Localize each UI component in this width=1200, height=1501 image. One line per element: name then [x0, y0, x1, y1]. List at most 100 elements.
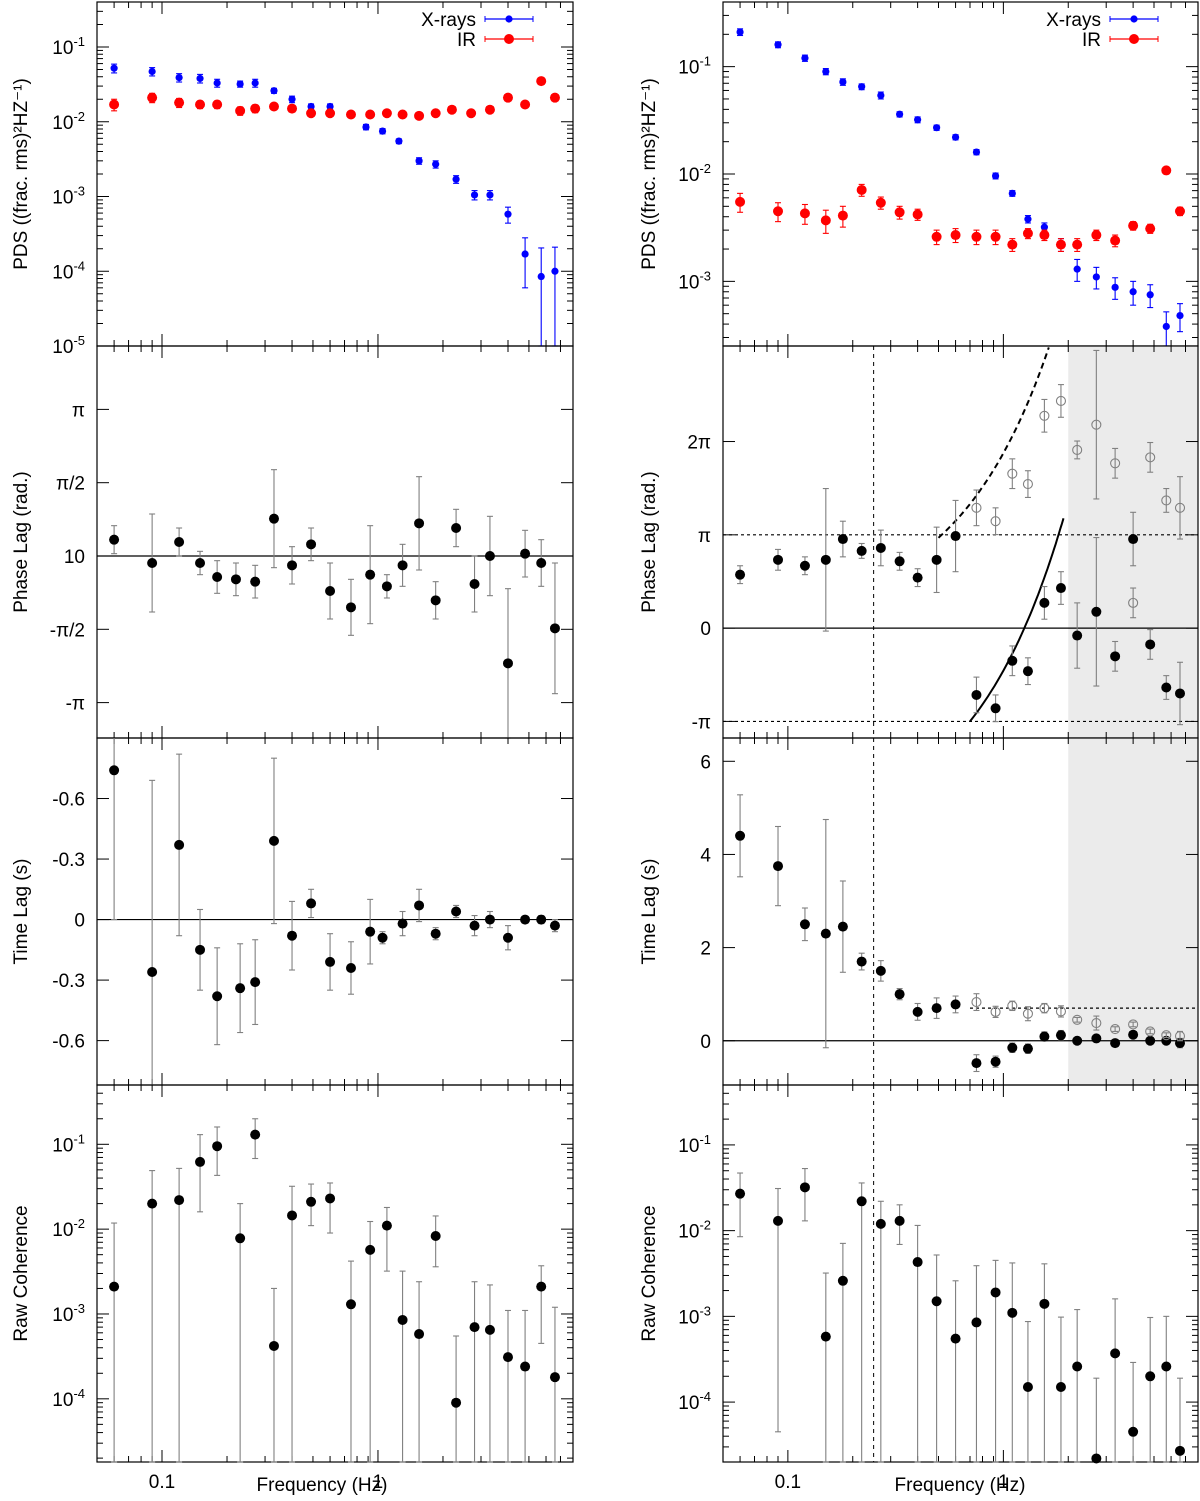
right-pds-frame — [722, 1, 1199, 347]
left-phase-data-point — [397, 560, 408, 571]
left-time-data-point — [235, 983, 246, 994]
right-time-ytick-label: 0 — [700, 1032, 711, 1053]
left-time-frame — [96, 737, 574, 1086]
left-pds-data-point — [147, 92, 158, 103]
left-pds-data-point — [520, 99, 531, 110]
left-pds-data-point — [502, 92, 513, 103]
right-time-open-point — [1145, 1026, 1156, 1037]
left-x-axis-label: Frequency (Hz) — [257, 1475, 388, 1496]
right-pds-data-point — [1039, 230, 1050, 241]
right-phase-data-point — [1072, 630, 1083, 641]
right-pds-data-point — [894, 207, 905, 218]
right-pds-data-point — [1111, 283, 1119, 291]
right-time-data-point — [1022, 1043, 1033, 1054]
left-phase-data-point — [268, 513, 279, 524]
left-coh-data-point — [414, 1329, 425, 1340]
right-coh-ytick-label: 10-3 — [678, 1303, 711, 1328]
left-time-data-point — [414, 900, 425, 911]
left-coh-data-point — [250, 1129, 261, 1140]
left-phase-y-axis-label: Phase Lag (rad.) — [11, 471, 32, 613]
right-pds-data-point — [875, 197, 886, 208]
left-pds-data-point — [378, 127, 387, 135]
left-pds-data-point — [236, 80, 244, 88]
left-phase-data-point — [520, 548, 531, 559]
right-coh-data-point — [912, 1257, 923, 1268]
left-pds-data-point — [536, 76, 547, 87]
right-phase-open-point — [1091, 419, 1102, 430]
right-time-data-point — [931, 1003, 942, 1014]
left-pds-y-axis-label: PDS ((frac. rms)²HZ⁻¹) — [11, 78, 32, 270]
right-phase-data-point — [894, 556, 905, 567]
left-pds-data-point — [195, 99, 206, 110]
left-phase-data-point — [469, 579, 480, 589]
right-pds-data-point — [912, 209, 923, 220]
right-time-ytick-label: 2 — [700, 939, 711, 960]
left-coh-data-point — [235, 1233, 246, 1244]
right-pds-data-point — [735, 196, 746, 207]
left-phase-data-point — [325, 586, 336, 596]
left-time-data-point — [397, 918, 408, 929]
right-coh-data-point — [837, 1275, 848, 1286]
right-time-data-point — [875, 965, 886, 976]
left-phase-data-point — [451, 523, 462, 533]
right-phase-data-point — [971, 689, 982, 700]
left-time-ytick-label: -0.6 — [52, 790, 85, 811]
left-coh-data-point — [147, 1198, 158, 1209]
left-time-data-point — [268, 835, 279, 846]
left-time-data-point — [451, 906, 462, 917]
right-phase-ytick-label: 2π — [687, 433, 711, 454]
left-coh-data-point — [430, 1231, 441, 1242]
right-phase-open-point — [1145, 452, 1156, 463]
right-coh-data-point — [1091, 1453, 1102, 1464]
right-phase-data-point — [837, 534, 848, 545]
right-time-y-axis-label: Time Lag (s) — [639, 859, 660, 965]
right-pds-data-point — [856, 184, 867, 195]
right-phase-ytick-label: π — [698, 526, 711, 547]
right-phase-open-point — [1055, 395, 1067, 406]
right-pds-data-point — [801, 54, 809, 62]
left-pds-data-point — [452, 175, 460, 183]
left-phase-data-point — [484, 551, 495, 561]
right-pds-data-point — [822, 67, 830, 76]
left-coh-ytick-label: 10-4 — [52, 1386, 85, 1411]
right-phase-open-point — [990, 516, 1001, 527]
right-pds-data-point — [1174, 206, 1185, 217]
right-pds-y-axis-label: PDS ((frac. rms)²HZ⁻¹) — [639, 78, 660, 270]
right-phase-panel: -π 0 π 2π Phase Lag (rad.) — [639, 345, 1199, 739]
left-phase-frame — [96, 345, 574, 739]
right-phase-data-point — [773, 554, 784, 565]
right-coh-data-point — [1039, 1298, 1050, 1309]
right-time-open-point — [1007, 1000, 1018, 1011]
left-pds-legend-label: X-rays — [421, 10, 476, 31]
right-phase-data-point — [1091, 606, 1102, 617]
left-pds-ytick-label: 10-2 — [52, 109, 85, 134]
right-pds-legend-label: X-rays — [1046, 10, 1101, 31]
right-time-open-point — [1022, 1008, 1033, 1019]
left-time-data-point — [549, 920, 560, 931]
right-phase-open-point — [1110, 458, 1121, 469]
left-time-data-point — [174, 839, 185, 850]
left-pds-data-point — [365, 109, 376, 120]
left-time-ytick-label: -0.6 — [52, 1032, 85, 1053]
left-time-data-point — [484, 914, 495, 925]
right-pds-data-point — [1055, 239, 1066, 250]
right-pds-panel: 10-3 10-2 10-1 PDS ((frac. rms)²HZ⁻¹) X-rays… — [639, 1, 1199, 347]
left-pds-data-point — [268, 101, 279, 112]
left-pds-data-point — [345, 109, 356, 120]
left-time-ytick-label: 0 — [74, 911, 85, 932]
right-pds-data-point — [951, 133, 960, 141]
left-phase-data-point — [381, 581, 392, 592]
right-phase-data-point — [912, 572, 923, 583]
right-coh-data-point — [856, 1196, 867, 1207]
right-time-open-point — [990, 1006, 1001, 1017]
right-pds-data-point — [933, 124, 941, 132]
left-coh-data-point — [451, 1397, 462, 1408]
right-phase-open-point — [1174, 502, 1186, 513]
right-time-open-point — [1039, 1003, 1050, 1014]
right-coh-data-point — [1174, 1445, 1185, 1456]
right-pds-data-point — [1145, 223, 1156, 234]
right-pds-data-point — [1128, 220, 1139, 231]
left-pds-data-point — [381, 108, 392, 119]
left-coh-data-point — [174, 1195, 185, 1206]
